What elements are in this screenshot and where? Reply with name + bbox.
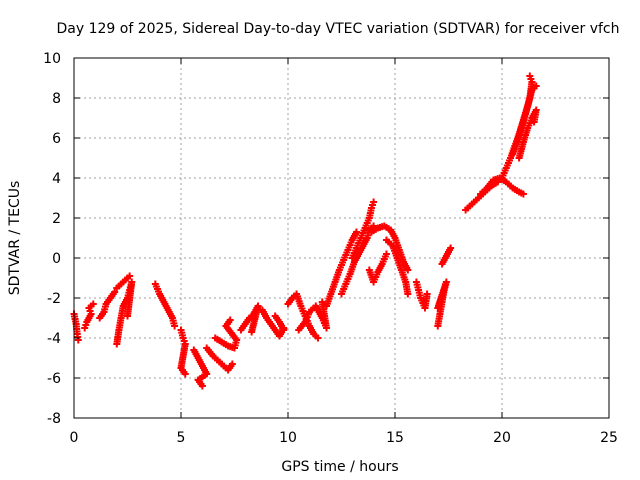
axis-ticks: 0 5 10 15 20 25 -8 -6 -4 -2 0 2 4 6 8 10 xyxy=(43,51,618,446)
x-tick-label: 20 xyxy=(493,430,511,446)
series-arc-16 xyxy=(323,228,360,310)
x-axis-label: GPS time / hours xyxy=(281,459,398,475)
series-arc-26 xyxy=(477,174,527,198)
y-tick-label: -4 xyxy=(47,331,61,347)
series-arc-8 xyxy=(190,346,211,390)
data-point xyxy=(318,298,326,306)
data-point xyxy=(280,326,288,334)
series-arc-10 xyxy=(211,316,241,352)
series-arc-3 xyxy=(96,288,119,322)
y-tick-label: 8 xyxy=(52,91,61,107)
series-arc-21 xyxy=(382,236,412,298)
x-tick-label: 10 xyxy=(279,430,297,446)
y-tick-label: -2 xyxy=(47,291,61,307)
data-point xyxy=(382,250,390,258)
series-arc-1 xyxy=(70,310,82,344)
series-arc-9 xyxy=(203,344,236,374)
series-arc-22 xyxy=(412,278,431,312)
series-arc-23 xyxy=(434,278,450,330)
series-arc-24 xyxy=(438,244,455,268)
data-point xyxy=(370,198,378,206)
data-point xyxy=(404,266,412,274)
series-arc-2 xyxy=(81,300,97,332)
data-point xyxy=(526,72,534,80)
data-point xyxy=(404,290,412,298)
chart-title: Day 129 of 2025, Sidereal Day-to-day VTE… xyxy=(56,21,619,37)
series-arc-20 xyxy=(365,250,390,286)
y-tick-label: 6 xyxy=(52,131,61,147)
series-arc-25 xyxy=(462,178,502,214)
data-point xyxy=(352,228,360,236)
plot-frame xyxy=(73,57,610,419)
y-axis-label: SDTVAR / TECUs xyxy=(7,181,23,296)
data-point xyxy=(198,382,206,390)
data-point xyxy=(181,370,189,378)
data-point xyxy=(530,118,538,126)
y-tick-label: 2 xyxy=(52,211,61,227)
series-arc-11 xyxy=(237,302,262,336)
series-arc-15 xyxy=(295,298,331,334)
data-point xyxy=(519,190,527,198)
series-arc-18 xyxy=(348,198,378,262)
series-arc-28 xyxy=(509,72,536,158)
data-point xyxy=(226,316,234,324)
data-point xyxy=(171,322,179,330)
x-tick-label: 5 xyxy=(177,430,186,446)
series-arc-4 xyxy=(113,278,136,348)
y-tick-label: 4 xyxy=(52,171,61,187)
data-point xyxy=(447,244,455,252)
data-point xyxy=(438,292,446,300)
series-arc-29 xyxy=(515,106,540,162)
x-tick-label: 25 xyxy=(600,430,618,446)
data-point xyxy=(124,312,131,320)
data-point xyxy=(314,334,322,342)
series-arc-6 xyxy=(151,280,179,330)
data-point xyxy=(228,360,236,368)
series-arc-12 xyxy=(258,306,288,340)
x-tick-label: 15 xyxy=(386,430,404,446)
series-arc-5 xyxy=(113,272,134,292)
x-tick-label: 0 xyxy=(70,430,79,446)
data-point xyxy=(248,328,256,336)
y-tick-label: 0 xyxy=(52,251,61,267)
series-arc-13 xyxy=(271,312,288,334)
data-point xyxy=(111,288,119,296)
series-arc-7 xyxy=(177,326,189,378)
y-tick-label: -6 xyxy=(47,371,61,387)
y-tick-label: -8 xyxy=(47,411,61,427)
series-arc-19 xyxy=(367,222,412,274)
data-point xyxy=(126,272,134,280)
data-points xyxy=(70,72,540,390)
y-tick-label: 10 xyxy=(43,51,61,67)
data-point xyxy=(89,300,97,308)
data-point xyxy=(423,290,431,298)
